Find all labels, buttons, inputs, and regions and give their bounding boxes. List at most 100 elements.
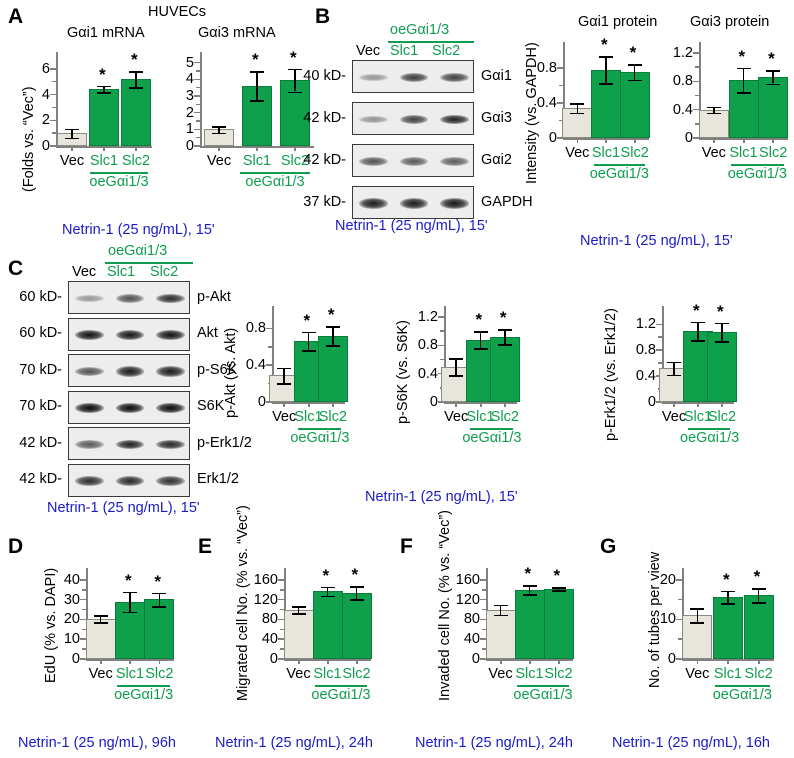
y-tick-label: 10 <box>659 611 676 628</box>
x-axis-label-slc1: Slc1 <box>313 666 342 682</box>
error-cap-top <box>301 331 316 334</box>
significance-star: * <box>601 35 608 55</box>
y-axis <box>86 568 88 659</box>
x-tick <box>757 659 760 664</box>
error-cap-bottom <box>570 112 585 115</box>
y-tick-label: 0.8 <box>536 59 557 76</box>
error-bar <box>479 331 482 349</box>
blot-band <box>359 73 388 82</box>
error-cap-top <box>288 68 302 71</box>
error-cap-top <box>152 592 167 595</box>
error-cap-bottom <box>301 350 316 352</box>
panel-e-condition: Netrin-1 (25 ng/mL), 24h <box>215 735 373 751</box>
y-tick-minor <box>440 330 445 332</box>
error-bar <box>256 71 258 100</box>
x-tick <box>673 402 676 407</box>
blot-name-label: S6K <box>197 398 225 414</box>
chart-gai1-protein: 0 0.4 0.8 Vec * Slc1 * Slc2 oeGαi1/3 Intensity (v… <box>515 32 655 184</box>
y-tick-major <box>557 137 564 139</box>
x-tick <box>772 138 775 143</box>
blot-box <box>68 317 190 351</box>
significance-star: * <box>252 50 259 69</box>
blot-band <box>156 402 185 414</box>
group-underline <box>315 685 367 687</box>
y-tick-major <box>480 658 487 660</box>
y-tick-major <box>438 344 445 347</box>
blot-band <box>359 198 388 209</box>
error-bar <box>332 326 334 346</box>
y-tick-major <box>676 658 683 660</box>
y-tick-major <box>50 93 57 96</box>
chart-title-gai3-protein: Gαi3 protein <box>690 14 770 30</box>
group-underline <box>470 428 513 430</box>
y-tick-minor <box>559 84 564 87</box>
x-tick <box>633 138 636 143</box>
x-tick <box>455 402 458 407</box>
y-tick-major <box>480 579 487 581</box>
panel-a-condition: Netrin-1 (25 ng/mL), 15' <box>62 222 215 238</box>
error-cap-top <box>65 128 79 131</box>
group-sublabel: oeGαi1/3 <box>680 430 740 446</box>
chart-gai3-mrna: 0 1 2 3 4 5 Vec * Slc1 * Slc2 oeGαi1/3 <box>170 42 320 192</box>
blot-name-label: Erk1/2 <box>197 471 239 487</box>
x-tick <box>256 146 259 151</box>
blot-band <box>115 293 145 304</box>
panel-letter-e: E <box>198 535 213 558</box>
panel-b-blot-condition: Netrin-1 (25 ng/mL), 15' <box>335 218 488 234</box>
y-tick-label: 0 <box>71 651 80 667</box>
error-cap-top <box>129 71 143 73</box>
y-tick-label: 120 <box>455 591 480 608</box>
bar-slc1 <box>312 591 343 659</box>
x-axis-label-vec: Vec <box>685 666 710 682</box>
blot-box <box>68 390 190 424</box>
error-cap-bottom <box>212 132 226 135</box>
error-bar <box>576 102 579 113</box>
y-tick-minor <box>196 120 201 122</box>
blot-name-label: p-Erk1/2 <box>197 434 252 451</box>
error-cap-top <box>449 358 464 361</box>
error-cap-top <box>736 67 751 70</box>
error-cap-bottom <box>690 622 705 624</box>
x-axis-label-slc1: Slc1 <box>713 666 743 682</box>
y-tick-minor <box>695 66 700 68</box>
y-axis-title: No. of tubes per view <box>647 551 663 688</box>
x-tick <box>307 402 310 407</box>
error-cap-bottom <box>766 83 781 86</box>
y-tick-major <box>194 128 201 131</box>
x-axis-label-slc2: Slc2 <box>620 145 649 161</box>
significance-star: * <box>131 50 138 70</box>
panel-letter-b: B <box>315 5 331 28</box>
x-axis-label-slc1: Slc1 <box>294 409 323 425</box>
blot-band <box>440 157 469 166</box>
error-cap-top <box>667 361 681 364</box>
x-axis-label-slc1: Slc1 <box>729 145 758 161</box>
x-axis-label-vec: Vec <box>286 666 311 682</box>
blot-band <box>115 329 145 341</box>
blot-band <box>440 198 469 209</box>
error-bar <box>673 361 675 375</box>
panel-letter-a: A <box>8 5 24 28</box>
x-tick <box>479 402 482 407</box>
group-sublabel: oeGαi1/3 <box>589 166 649 182</box>
bar-slc1 <box>713 596 743 659</box>
x-tick <box>158 659 161 664</box>
group-sublabel: oeGαi1/3 <box>114 687 174 703</box>
y-tick-label: 3 <box>185 88 194 104</box>
y-tick-major <box>278 598 285 601</box>
x-tick <box>528 659 531 664</box>
blot-band <box>75 329 104 341</box>
y-axis <box>682 568 684 659</box>
y-tick-minor <box>280 608 285 611</box>
group-sublabel: oeGαi1/3 <box>311 687 371 703</box>
group-sublabel: oeGαi1/3 <box>462 430 522 446</box>
significance-star: * <box>723 569 730 589</box>
blot-kd-label: 70 kD- <box>19 398 62 414</box>
blot-name-label: Gαi2 <box>481 151 512 168</box>
error-cap-bottom <box>627 79 642 82</box>
chart-migration: 0 40 80 120 160 Vec * Slc1 * Slc2 oeGαi1/3 Migrated… <box>222 505 377 703</box>
y-tick-label: 0.8 <box>417 337 438 354</box>
group-underline <box>688 428 730 430</box>
x-tick <box>721 402 724 407</box>
group-underline <box>117 685 170 687</box>
y-axis <box>699 42 701 138</box>
